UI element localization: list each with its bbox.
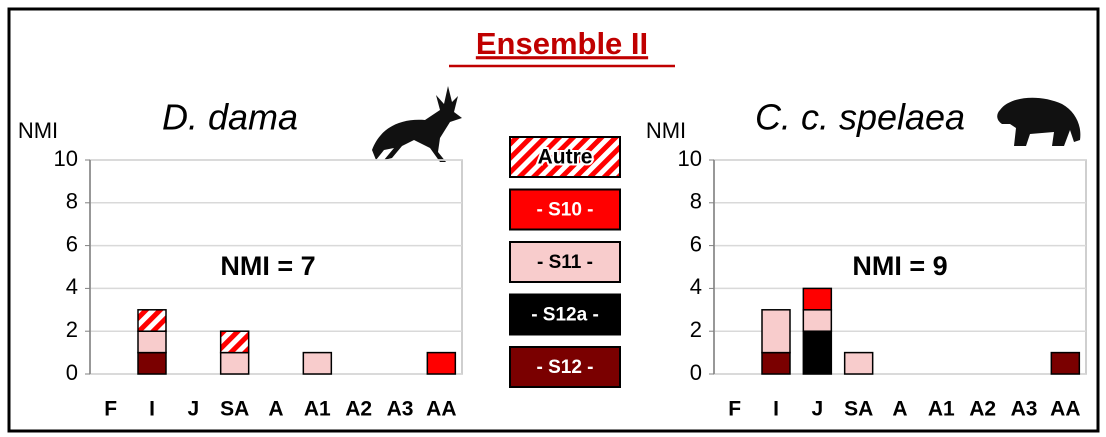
x-tick-label: A2 <box>969 398 996 421</box>
bar-segment <box>219 351 250 375</box>
legend-label: Autre <box>538 146 593 169</box>
bar-segment <box>137 330 167 354</box>
y-tick-label: 10 <box>678 146 702 171</box>
x-tick-label: AA <box>1050 398 1080 421</box>
y-tick-label: 0 <box>690 360 702 385</box>
y-tick-label: 6 <box>690 231 702 256</box>
legend-label: - S12 - <box>536 357 593 378</box>
x-tick-label: J <box>811 398 823 421</box>
bar-segment <box>302 351 333 375</box>
legend-label: - S12a - <box>531 305 599 326</box>
bar-segment <box>1050 351 1081 375</box>
legend-swatch <box>509 188 621 231</box>
y-tick-label: 0 <box>66 360 78 385</box>
y-tick-label: 2 <box>66 317 78 342</box>
legend-swatch <box>509 241 621 283</box>
x-tick-label: AA <box>426 398 456 421</box>
y-tick-label: 6 <box>66 231 78 256</box>
y-tick-label: 8 <box>690 189 702 214</box>
bar-segment <box>761 351 791 375</box>
x-tick-label: A3 <box>387 398 414 421</box>
bar-segment <box>843 351 874 375</box>
y-tick-label: 10 <box>54 146 78 171</box>
annotation: NMI = 7 <box>220 251 315 281</box>
legend-label: - S11 - <box>537 252 593 273</box>
bar-segment <box>802 330 833 375</box>
legend-swatch <box>509 136 621 178</box>
bar-segment <box>137 309 167 332</box>
x-tick-label: A <box>268 398 283 421</box>
legend-swatch <box>509 293 621 336</box>
x-tick-label: SA <box>844 398 873 421</box>
y-tick-label: 2 <box>690 317 702 342</box>
x-tick-label: A <box>892 398 907 421</box>
x-tick-label: I <box>149 398 155 421</box>
x-tick-label: F <box>104 398 117 421</box>
chart-title: D. dama <box>162 97 298 138</box>
y-tick-label: 4 <box>66 274 78 299</box>
bar-segment <box>426 351 457 375</box>
x-tick-label: A3 <box>1011 398 1038 421</box>
bar-segment <box>802 287 833 311</box>
annotation: NMI = 9 <box>852 251 947 281</box>
x-tick-label: J <box>187 398 199 421</box>
bar-segment <box>219 330 250 354</box>
x-tick-label: A2 <box>345 398 372 421</box>
bar-segment <box>137 351 167 375</box>
x-tick-label: A1 <box>304 398 331 421</box>
legend-swatch <box>509 346 621 388</box>
legend-label: - S10 - <box>536 200 593 221</box>
y-tick-label: 8 <box>66 189 78 214</box>
x-tick-label: A1 <box>928 398 955 421</box>
bar-segment <box>802 309 833 332</box>
x-tick-label: I <box>773 398 779 421</box>
bear-icon <box>997 97 1081 146</box>
deer-icon <box>372 86 462 162</box>
y-tick-label: 4 <box>690 274 702 299</box>
bar-segment <box>761 309 791 354</box>
figure-title: Ensemble II <box>476 26 648 61</box>
chart-title: C. c. spelaea <box>755 97 965 138</box>
frame <box>7 7 1100 433</box>
y-axis-label: NMI <box>18 118 58 143</box>
y-axis-label: NMI <box>646 118 686 143</box>
x-tick-label: F <box>728 398 741 421</box>
x-tick-label: SA <box>220 398 249 421</box>
